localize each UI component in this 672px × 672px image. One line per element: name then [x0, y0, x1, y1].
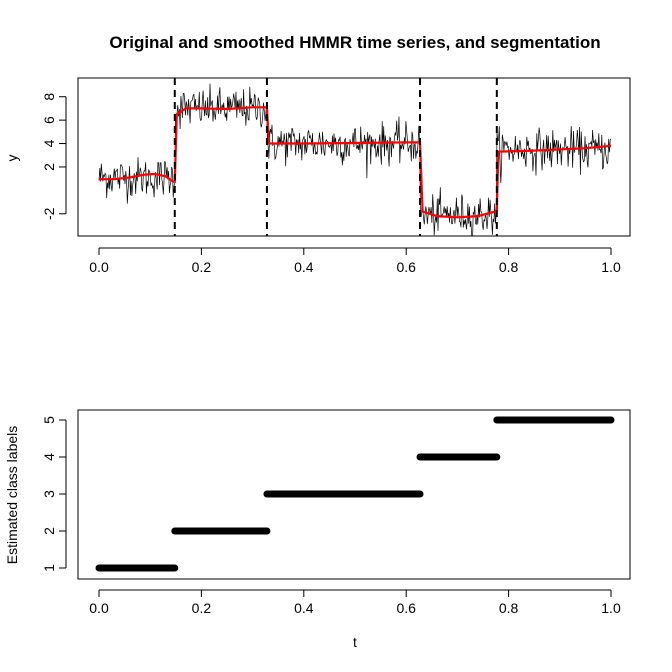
smoothed-series-line	[99, 106, 612, 219]
top-x-tick-label: 0.6	[396, 259, 416, 275]
top-plot-area: 0.0 0.2 0.4 0.6 0.8 1.0 -2 2 4 6 8	[41, 78, 621, 275]
top-y-axis: -2 2 4 6 8	[41, 93, 67, 220]
y-axis-label-bottom: Estimated class labels	[4, 426, 20, 565]
bottom-plot-area: 0.0 0.2 0.4 0.6 0.8 1.0 1 2 3 4 5	[41, 416, 621, 616]
top-panel: Original and smoothed HMMR time series, …	[4, 33, 631, 275]
bottom-y-tick-label: 1	[41, 564, 57, 572]
bottom-panel: Estimated class labels t 0.0 0.2 0.4 0.6 0.8…	[4, 409, 631, 650]
bottom-y-tick-label: 3	[41, 490, 57, 498]
bottom-x-axis: 0.0 0.2 0.4 0.6 0.8 1.0	[89, 589, 621, 616]
y-axis-label-top: y	[4, 155, 20, 162]
chart-title: Original and smoothed HMMR time series, …	[109, 33, 600, 52]
top-y-tick-label: 6	[41, 116, 57, 124]
bottom-x-tick-label: 0.8	[499, 600, 519, 616]
x-axis-label: t	[353, 634, 357, 650]
bottom-plot-frame	[77, 409, 631, 580]
top-x-tick-label: 0.0	[89, 259, 109, 275]
bottom-y-tick-label: 4	[41, 453, 57, 461]
top-x-tick-label: 1.0	[601, 259, 621, 275]
top-x-tick-label: 0.2	[192, 259, 212, 275]
raw-series-line	[98, 83, 612, 236]
bottom-y-tick-label: 2	[41, 527, 57, 535]
top-x-axis: 0.0 0.2 0.4 0.6 0.8 1.0	[89, 247, 621, 275]
top-x-tick-label: 0.4	[294, 259, 314, 275]
bottom-y-axis: 1 2 3 4 5	[41, 416, 67, 572]
bottom-x-tick-label: 0.2	[192, 600, 212, 616]
top-plot-frame	[77, 77, 631, 237]
top-y-tick-label: 8	[41, 93, 57, 101]
bottom-x-tick-label: 0.0	[89, 600, 109, 616]
top-y-tick-label: 4	[41, 139, 57, 147]
bottom-x-tick-label: 1.0	[601, 600, 621, 616]
bottom-y-tick-label: 5	[41, 416, 57, 424]
top-y-tick-label: -2	[41, 207, 57, 220]
bottom-x-tick-label: 0.4	[294, 600, 314, 616]
top-x-tick-label: 0.8	[499, 259, 519, 275]
bottom-x-tick-label: 0.6	[396, 600, 416, 616]
top-y-tick-label: 2	[41, 163, 57, 171]
